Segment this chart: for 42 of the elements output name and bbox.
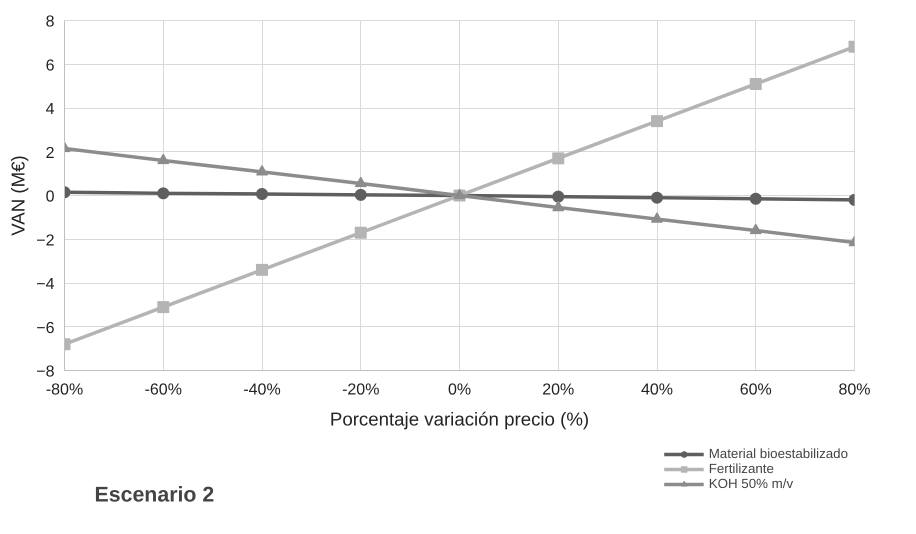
point bbox=[750, 192, 762, 205]
y-tick-label: −8 bbox=[36, 364, 55, 380]
point bbox=[651, 115, 663, 128]
y-tick-label: 6 bbox=[46, 57, 55, 74]
point bbox=[157, 187, 170, 200]
text: Escenario 2 bbox=[94, 482, 214, 506]
y-tick-label: 8 bbox=[46, 14, 55, 30]
x-tick-label: 40% bbox=[640, 382, 674, 398]
y-tick-label: −2 bbox=[36, 232, 55, 250]
x-tick-label: -20% bbox=[342, 382, 380, 398]
x-tick-label: 80% bbox=[838, 382, 871, 398]
point bbox=[552, 152, 564, 164]
x-tick-label: 0% bbox=[448, 382, 472, 398]
legend-label: Material bioestabilizado bbox=[708, 446, 848, 461]
point bbox=[750, 224, 762, 234]
legend-label: KOH 50% m/v bbox=[708, 476, 794, 491]
x-tick-label: -40% bbox=[243, 382, 281, 398]
x-tick-label: -80% bbox=[46, 382, 84, 398]
point bbox=[256, 264, 268, 276]
point bbox=[354, 176, 367, 188]
point bbox=[256, 165, 268, 176]
point bbox=[651, 212, 663, 223]
point bbox=[354, 188, 367, 201]
point bbox=[552, 190, 564, 203]
point bbox=[651, 192, 663, 204]
point bbox=[750, 78, 762, 90]
y-tick-label: 0 bbox=[46, 188, 55, 206]
y-tick-label: 2 bbox=[46, 144, 55, 162]
point bbox=[256, 188, 268, 200]
y-tick-label: −6 bbox=[36, 320, 55, 337]
point bbox=[157, 301, 170, 314]
x-axis-title: Porcentaje variación precio (%) bbox=[330, 408, 590, 430]
point bbox=[354, 226, 367, 239]
point bbox=[157, 154, 170, 164]
x-tick-label: 60% bbox=[740, 382, 772, 398]
y-axis-title: VAN (M€) bbox=[8, 155, 28, 236]
x-tick-label: -60% bbox=[144, 382, 182, 398]
legend-label: Fertilizante bbox=[708, 461, 774, 476]
y-tick-label: −4 bbox=[36, 276, 55, 293]
y-tick-label: 4 bbox=[46, 101, 55, 118]
x-tick-label: 20% bbox=[542, 382, 574, 398]
point bbox=[552, 200, 564, 212]
